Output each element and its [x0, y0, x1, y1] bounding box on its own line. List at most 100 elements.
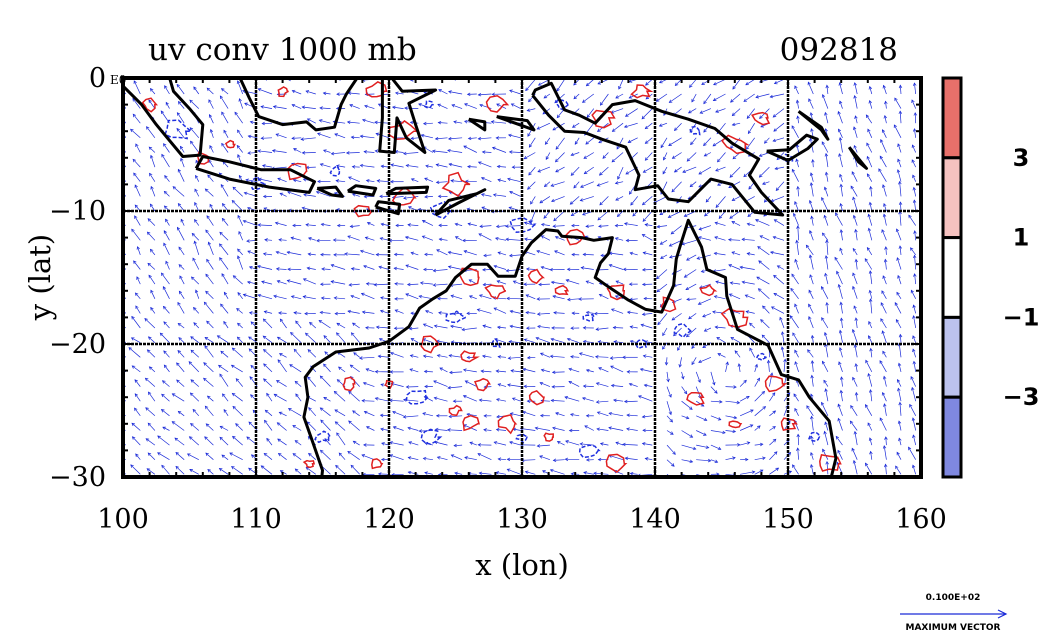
wind-vector-head — [897, 387, 901, 392]
wind-vector — [824, 152, 829, 168]
wind-vector — [896, 378, 902, 387]
wind-vector-head — [882, 445, 887, 449]
wind-vector-shaft — [573, 93, 580, 99]
wind-vector-shaft — [389, 441, 404, 446]
wind-vector-head — [364, 104, 368, 109]
wind-vector-shaft — [641, 108, 653, 120]
wind-vector-shaft — [336, 165, 346, 168]
wind-vector — [769, 438, 777, 446]
wind-vector-shaft — [496, 398, 507, 402]
wind-vector — [509, 412, 521, 417]
wind-vector-head — [691, 68, 694, 71]
wind-vector-shaft — [797, 448, 799, 460]
wind-vector-head — [794, 303, 798, 308]
wind-vector-shaft — [248, 135, 258, 139]
wind-vector — [293, 148, 302, 153]
wind-vector-head — [882, 213, 887, 218]
wind-vector-head — [380, 457, 385, 462]
wind-vector — [837, 128, 843, 138]
wind-vector-shaft — [742, 238, 755, 241]
wind-vector — [758, 260, 770, 270]
wind-vector — [696, 430, 707, 436]
wind-vector-head — [186, 453, 191, 457]
wind-vector-head — [664, 362, 669, 366]
wind-vector-head — [825, 301, 829, 306]
wind-vector-shaft — [573, 181, 580, 189]
wind-vector-head — [335, 179, 340, 183]
wind-vector — [295, 320, 302, 329]
wind-vector — [192, 257, 200, 270]
wind-vector-head — [189, 392, 194, 397]
wind-vector-head — [237, 214, 241, 219]
wind-vector-head — [898, 401, 902, 406]
wind-vector-head — [272, 105, 277, 109]
wind-vector-head — [221, 273, 225, 277]
wind-vector — [791, 125, 799, 138]
wind-vector — [92, 144, 96, 152]
wind-vector-shaft — [303, 296, 316, 300]
wind-vector — [467, 136, 477, 141]
wind-vector — [897, 387, 902, 402]
wind-vector-shaft — [870, 389, 873, 402]
wind-vector-head — [134, 184, 138, 189]
wind-vector-head — [509, 440, 513, 445]
wind-vector — [865, 359, 873, 373]
wind-vector-shaft — [865, 404, 873, 416]
wind-vector — [319, 407, 331, 417]
wind-vector-shaft — [361, 454, 375, 461]
wind-vector-head — [756, 276, 760, 280]
wind-vector — [477, 136, 492, 141]
wind-vector — [307, 376, 317, 387]
wind-vector-head — [180, 157, 184, 162]
wind-vector — [318, 319, 331, 329]
wind-vector-head — [612, 325, 617, 330]
wind-vector-shaft — [107, 305, 111, 314]
wind-vector-shaft — [493, 307, 507, 314]
wind-vector — [796, 433, 800, 446]
wind-vector-shaft — [583, 152, 594, 159]
wind-vector — [290, 295, 302, 300]
wind-vector-head — [811, 158, 815, 163]
wind-vector — [923, 318, 930, 328]
wind-vector-head — [424, 384, 428, 389]
wind-vector-shaft — [104, 227, 111, 240]
wind-vector-shaft — [422, 220, 434, 226]
wind-vector-head — [425, 164, 429, 168]
wind-vector-head — [206, 395, 211, 400]
wind-vector — [640, 323, 653, 329]
wind-vector-head — [683, 390, 688, 395]
wind-vector-shaft — [896, 452, 902, 460]
wind-vector — [823, 186, 829, 197]
wind-vector-shaft — [436, 181, 448, 183]
wind-vector-head — [466, 311, 470, 316]
wind-vector-head — [554, 250, 558, 254]
wind-vector-shaft — [704, 327, 712, 332]
wind-vector-head — [344, 252, 348, 256]
wind-vector-head — [92, 173, 95, 176]
wind-vector — [623, 122, 638, 129]
wind-vector-shaft — [320, 311, 331, 314]
wind-vector — [683, 210, 697, 217]
wind-vector-head — [743, 379, 747, 384]
wind-vector-head — [537, 324, 541, 329]
wind-vector — [791, 168, 799, 182]
wind-vector — [573, 181, 580, 189]
wind-vector — [627, 137, 638, 143]
wind-vector-shaft — [642, 234, 653, 241]
wind-vector — [795, 239, 799, 255]
wind-vector-head — [537, 82, 542, 86]
wind-vector — [728, 264, 741, 270]
wind-vector — [539, 413, 550, 418]
wind-vector-head — [924, 331, 927, 334]
wind-vector-shaft — [879, 360, 887, 373]
wind-vector — [359, 163, 375, 168]
wind-vector-shaft — [148, 336, 156, 343]
wind-vector-head — [117, 201, 120, 204]
wind-vector-head — [597, 81, 602, 85]
wind-vector-head — [262, 335, 267, 340]
wind-vector-shaft — [899, 334, 902, 343]
wind-vector-head — [305, 90, 310, 94]
wind-vector-shaft — [248, 421, 258, 431]
wind-vector — [698, 166, 712, 175]
wind-vector-shaft — [237, 129, 243, 138]
